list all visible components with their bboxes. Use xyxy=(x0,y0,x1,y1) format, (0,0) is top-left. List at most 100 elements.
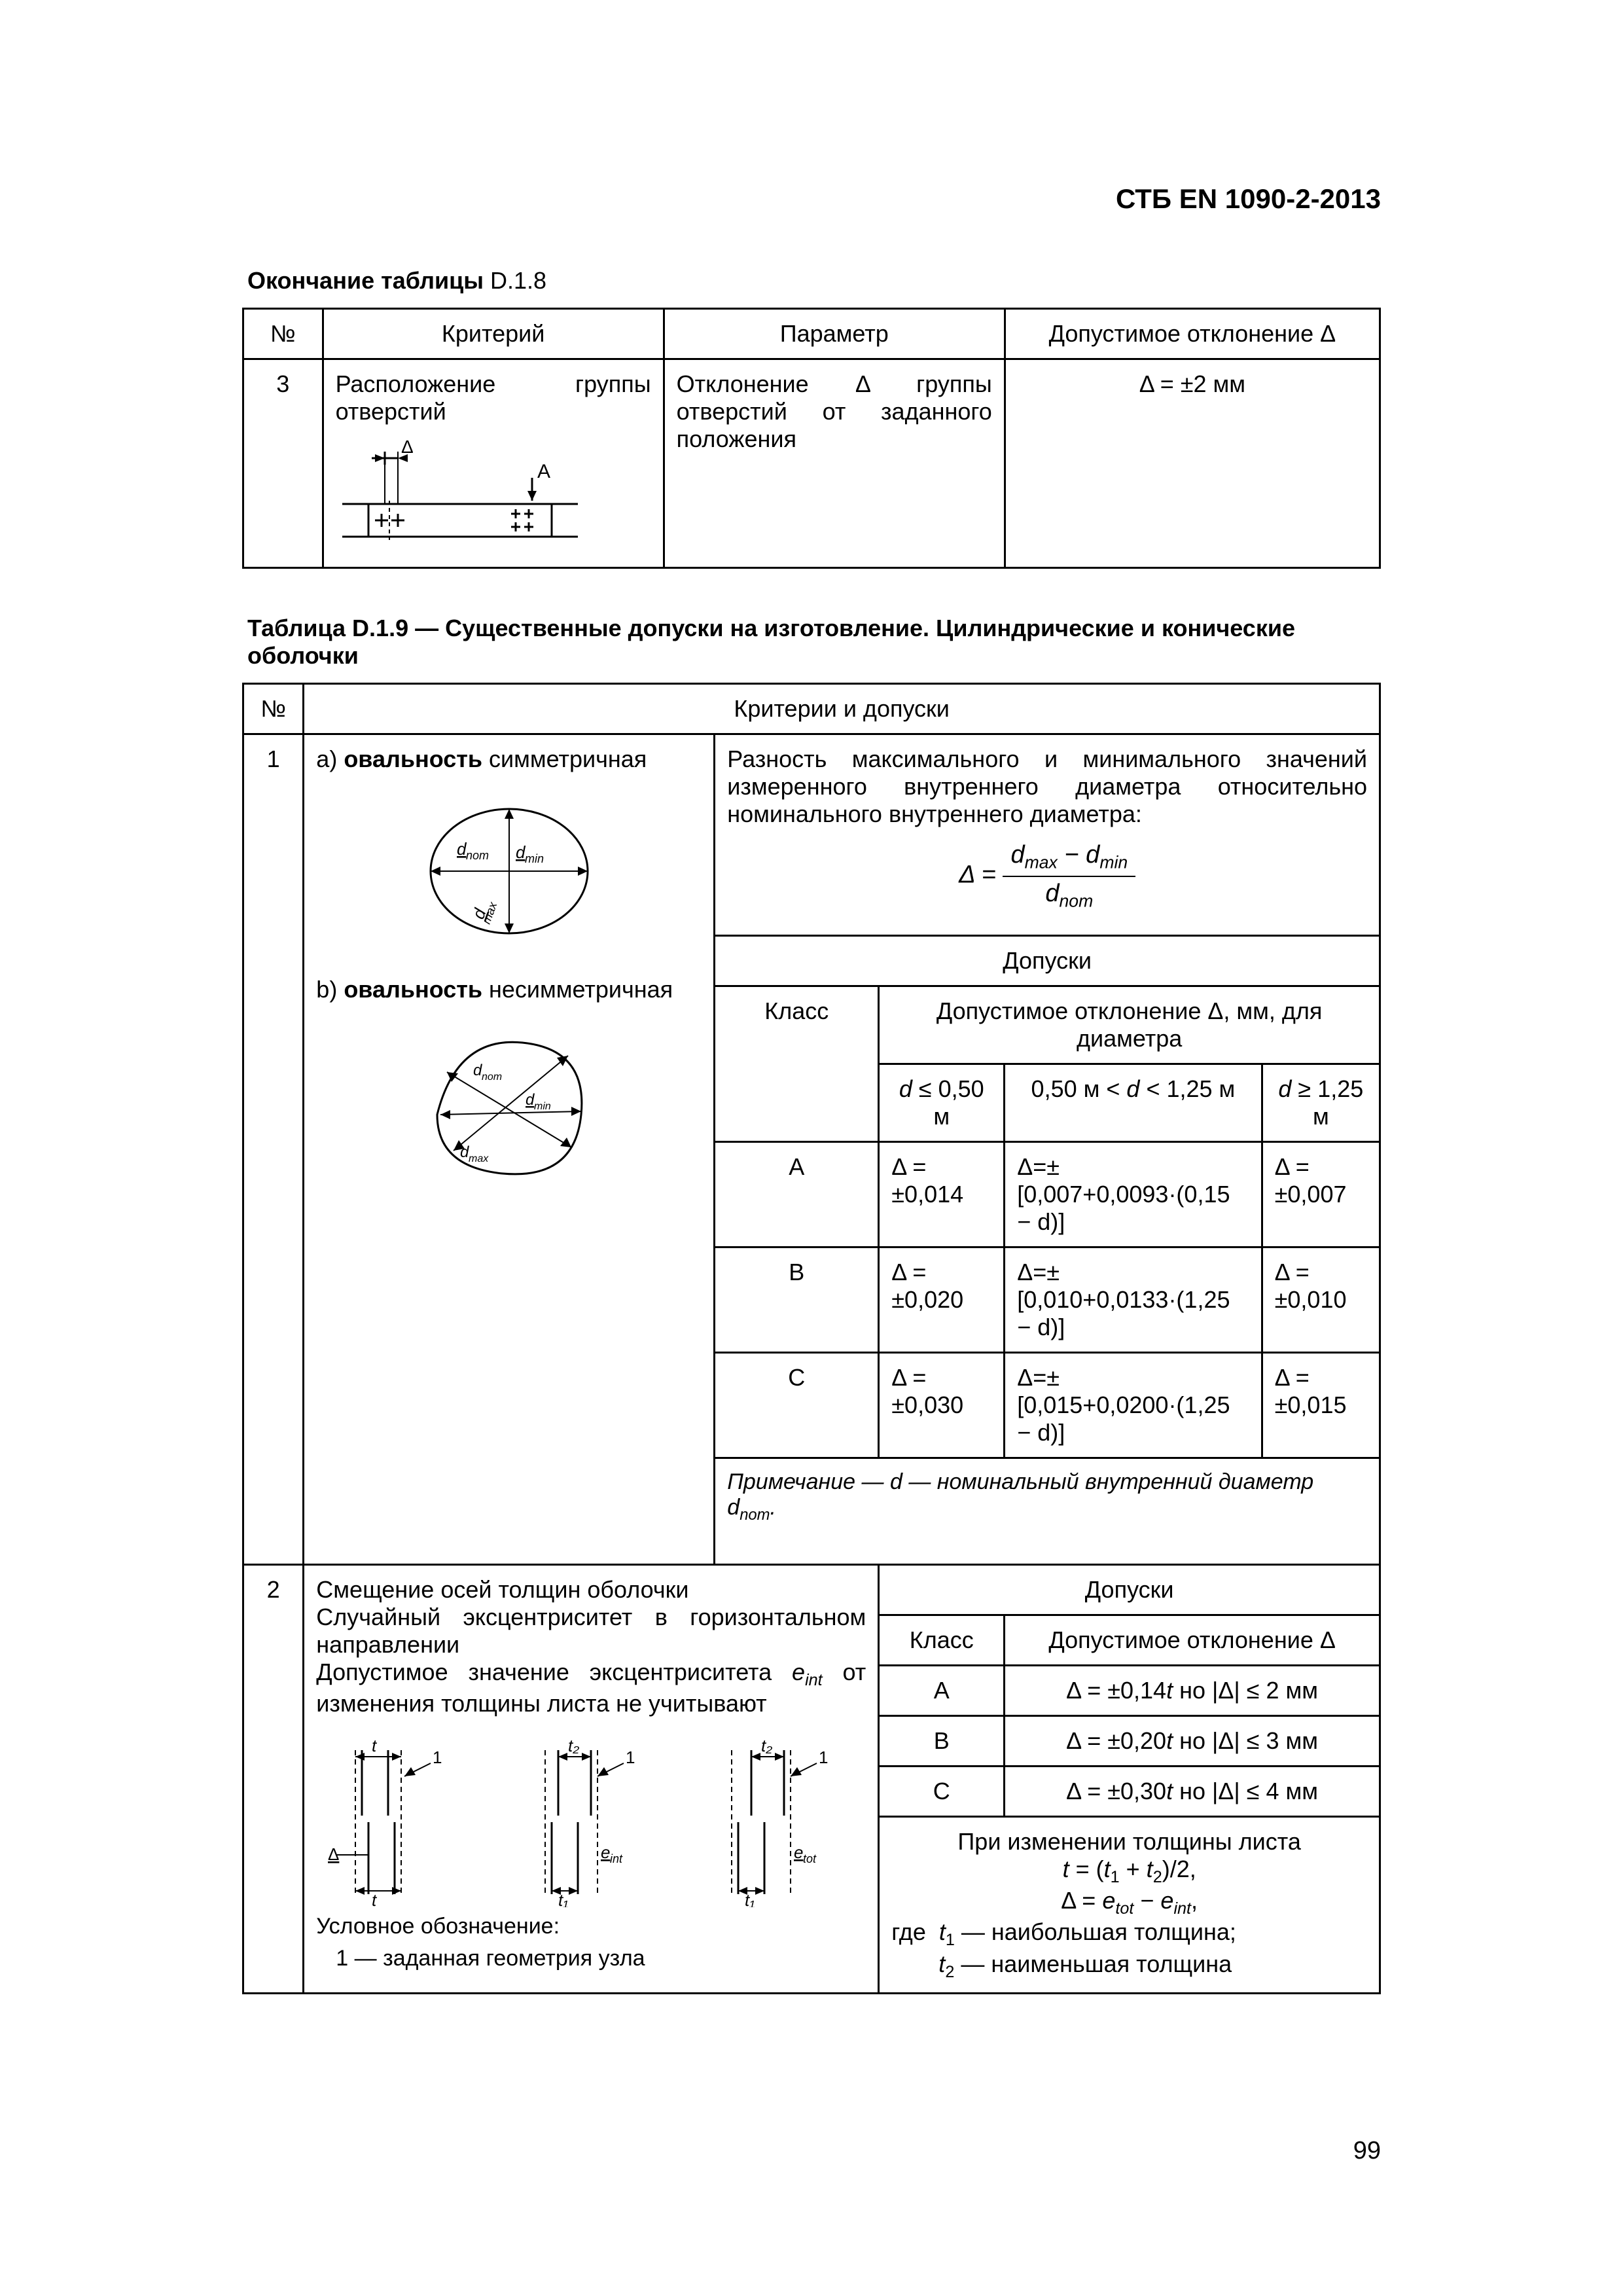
holes-diagram: A Δ xyxy=(336,439,584,556)
svg-text:t₁: t₁ xyxy=(558,1890,568,1907)
ovality-asym-diagram: dnom dmin dmax xyxy=(418,1010,601,1193)
b-c1: Δ = ±0,020 xyxy=(879,1247,1005,1353)
cell-ecc: Смещение осей толщин оболочки Случайный … xyxy=(304,1564,879,1993)
cls-c: C xyxy=(715,1353,879,1458)
extra2: Δ = etot − eint, xyxy=(891,1887,1367,1918)
ovality-b: b) овальность несимметричная xyxy=(316,976,702,1003)
col-no: № xyxy=(243,309,323,359)
c-c3: Δ = ±0,015 xyxy=(1262,1353,1380,1458)
col-criterion: Критерий xyxy=(323,309,664,359)
svg-text:1: 1 xyxy=(433,1748,442,1767)
cell-no: 1 xyxy=(243,734,304,1565)
svg-text:e: e xyxy=(601,1842,610,1862)
b-c2: Δ=±[0,010+0,0133·(1,25 − d)] xyxy=(1005,1247,1262,1353)
extra4: t2 — наименьшая толщина xyxy=(891,1950,1367,1982)
ovality-sym-diagram: d nom d min d max xyxy=(418,780,601,963)
r2-c-v: Δ = ±0,30t но |Δ| ≤ 4 мм xyxy=(1005,1766,1380,1816)
cell-no2: 2 xyxy=(243,1564,304,1993)
table-d19-caption: Таблица D.1.9 — Существенные допуски на … xyxy=(247,615,1381,670)
svg-text:t: t xyxy=(372,1890,378,1907)
b-c3: Δ = ±0,010 xyxy=(1262,1247,1380,1353)
eccentricity-diagrams: t 1 Δ t xyxy=(316,1737,866,1907)
table-d18: № Критерий Параметр Допустимое отклонени… xyxy=(242,308,1381,569)
cls-b: B xyxy=(715,1247,879,1353)
sub-header: Допустимое отклонение Δ, мм, для диаметр… xyxy=(879,986,1380,1064)
r2-b-v: Δ = ±0,20t но |Δ| ≤ 3 мм xyxy=(1005,1715,1380,1766)
cell-tolerance: Δ = ±2 мм xyxy=(1005,359,1380,568)
table-d19: № Критерии и допуски 1 а) овальность сим… xyxy=(242,683,1381,1994)
table-row: 3 Расположение группы отверстий xyxy=(243,359,1380,568)
label-a: A xyxy=(537,461,550,482)
cell-ovality: а) овальность симметричная d nom d xyxy=(304,734,715,1565)
cell-parameter: Отклонение Δ группы отверстий от заданно… xyxy=(664,359,1005,568)
row2-line2: Допустимое значение эксцентриситета eint… xyxy=(316,1659,866,1717)
row2-tol-header: Допустимое отклонение Δ xyxy=(1005,1615,1380,1665)
table-d18-caption: Окончание таблицы D.1.8 xyxy=(247,267,1381,295)
svg-text:1: 1 xyxy=(626,1748,635,1767)
dcol2: 0,50 м < d < 1,25 м xyxy=(1005,1064,1262,1142)
svg-text:d: d xyxy=(473,1062,482,1079)
table-row: 2 Смещение осей толщин оболочки Случайны… xyxy=(243,1564,1380,1615)
criterion-text: Расположение группы отверстий xyxy=(336,370,651,425)
formula-fraction: dmax − dmin dnom xyxy=(1003,841,1135,911)
table-row: 1 а) овальность симметричная d xyxy=(243,734,1380,936)
row2-line1: Случайный эксцентриситет в горизонтально… xyxy=(316,1604,866,1659)
svg-text:nom: nom xyxy=(466,849,489,862)
ovality-a: а) овальность симметричная xyxy=(316,745,702,773)
row2-extra: При изменении толщины листа t = (t1 + t2… xyxy=(879,1816,1380,1993)
svg-text:d: d xyxy=(526,1091,535,1109)
svg-text:e: e xyxy=(794,1842,803,1862)
svg-text:t₁: t₁ xyxy=(745,1890,755,1907)
ecc-diag-2: t₂ 1 e int t₁ xyxy=(506,1737,676,1907)
page-number: 99 xyxy=(1353,2137,1381,2165)
svg-text:tot: tot xyxy=(803,1852,817,1865)
col-no: № xyxy=(243,684,304,734)
note: Примечание — d — номинальный внутренний … xyxy=(715,1458,1380,1565)
a-c3: Δ = ±0,007 xyxy=(1262,1142,1380,1247)
r2-a-v: Δ = ±0,14t но |Δ| ≤ 2 мм xyxy=(1005,1665,1380,1715)
ovality-b-bold: овальность xyxy=(344,976,482,1003)
r2-c: C xyxy=(879,1766,1005,1816)
row2-class-label: Класс xyxy=(879,1615,1005,1665)
row1-desc: Разность максимального и минимального зн… xyxy=(727,745,1367,827)
svg-text:Δ: Δ xyxy=(328,1844,339,1864)
ecc-diag-1: t 1 Δ t xyxy=(316,1737,486,1907)
label-delta: Δ xyxy=(401,439,414,457)
svg-text:min: min xyxy=(525,852,544,865)
page: СТБ EN 1090-2-2013 Окончание таблицы D.1… xyxy=(0,0,1623,2296)
a-c1: Δ = ±0,014 xyxy=(879,1142,1005,1247)
svg-text:1: 1 xyxy=(819,1748,828,1767)
svg-text:t₂: t₂ xyxy=(761,1737,772,1755)
col-parameter: Параметр xyxy=(664,309,1005,359)
svg-text:t₂: t₂ xyxy=(568,1737,579,1755)
col-tolerance: Допустимое отклонение Δ xyxy=(1005,309,1380,359)
class-label: Класс xyxy=(715,986,879,1142)
formula-lhs: Δ = xyxy=(959,861,1003,889)
document-code: СТБ EN 1090-2-2013 xyxy=(242,183,1381,215)
row2-tol-title: Допуски xyxy=(879,1564,1380,1615)
caption-id: D.1.8 xyxy=(484,267,546,294)
ecc-diag-3: t₂ 1 e tot t₁ xyxy=(696,1737,866,1907)
svg-text:min: min xyxy=(534,1101,551,1112)
a-c2: Δ=±[0,007+0,0093·(0,15 − d)] xyxy=(1005,1142,1262,1247)
svg-text:t: t xyxy=(372,1737,378,1755)
c-c2: Δ=±[0,015+0,0200·(1,25 − d)] xyxy=(1005,1353,1262,1458)
r2-a: A xyxy=(879,1665,1005,1715)
row2-title: Смещение осей толщин оболочки xyxy=(316,1576,866,1604)
cell-desc: Разность максимального и минимального зн… xyxy=(715,734,1380,936)
svg-text:max: max xyxy=(480,900,500,926)
svg-text:nom: nom xyxy=(482,1071,502,1083)
legend-1: 1 — заданная геометрия узла xyxy=(316,1946,866,1971)
table-row: № Критерий Параметр Допустимое отклонени… xyxy=(243,309,1380,359)
table-row: № Критерии и допуски xyxy=(243,684,1380,734)
caption-prefix: Окончание таблицы xyxy=(247,267,484,294)
svg-text:max: max xyxy=(469,1153,489,1164)
extra-title: При изменении толщины листа xyxy=(891,1828,1367,1856)
legend-title: Условное обозначение: xyxy=(316,1914,866,1939)
r2-b: B xyxy=(879,1715,1005,1766)
dcol1: d ≤ 0,50 м xyxy=(879,1064,1005,1142)
dcol3: d ≥ 1,25 м xyxy=(1262,1064,1380,1142)
ovality-a-bold: овальность xyxy=(344,745,482,772)
cls-a: A xyxy=(715,1142,879,1247)
c-c1: Δ = ±0,030 xyxy=(879,1353,1005,1458)
